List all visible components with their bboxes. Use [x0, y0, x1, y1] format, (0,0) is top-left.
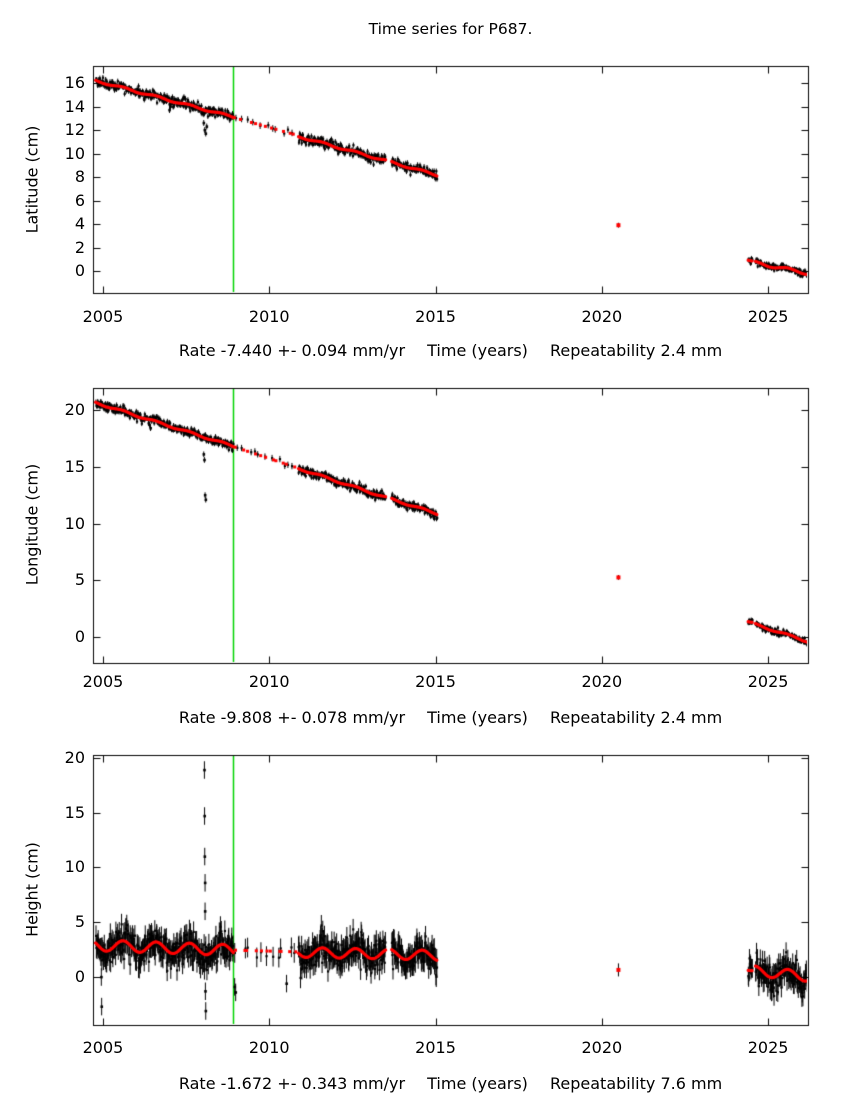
x-axis-label-longitude: Time (years) — [427, 708, 528, 727]
x-tick-label: 2005 — [82, 1038, 124, 1057]
caption-longitude: Rate -9.808 +- 0.078 mm/yr Time (years) … — [43, 708, 850, 727]
y-tick-label: 6 — [74, 190, 85, 210]
x-tick-label: 2020 — [581, 307, 623, 326]
y-tick-label: 0 — [74, 627, 85, 646]
x-axis-label-height: Time (years) — [427, 1074, 528, 1093]
x-axis-label-latitude: Time (years) — [427, 341, 528, 360]
y-tick-label: 20 — [64, 747, 85, 767]
x-tick-label: 2025 — [747, 307, 789, 326]
x-tick-label: 2020 — [581, 1038, 623, 1057]
y-tick-label: 15 — [64, 456, 85, 476]
y-tick-label: 2 — [74, 237, 85, 257]
rate-label-longitude: Rate -9.808 +- 0.078 mm/yr — [178, 708, 406, 727]
x-tick-label: 2005 — [82, 307, 124, 326]
y-tick-label: 10 — [64, 513, 85, 533]
caption-latitude: Rate -7.440 +- 0.094 mm/yr Time (years) … — [43, 341, 850, 360]
y-tick-label: 0 — [74, 261, 85, 281]
y-tick-label: 0 — [74, 967, 85, 987]
y-tick-label: 16 — [64, 73, 85, 93]
y-tick-label: 4 — [74, 214, 85, 234]
x-tick-label: 2015 — [415, 1038, 456, 1057]
x-tick-label: 2010 — [248, 1038, 290, 1057]
y-tick-label: 10 — [64, 857, 85, 877]
y-tick-label: 10 — [64, 143, 85, 163]
x-tick-label: 2010 — [248, 307, 290, 326]
y-tick-label: 5 — [74, 912, 85, 932]
x-tick-label: 2010 — [248, 672, 290, 691]
x-tick-label: 2005 — [82, 672, 124, 691]
y-tick-label: 15 — [64, 802, 85, 822]
repeatability-label-latitude: Repeatability 2.4 mm — [550, 341, 723, 360]
repeatability-label-longitude: Repeatability 2.4 mm — [550, 708, 723, 727]
x-tick-label: 2025 — [747, 1038, 789, 1057]
rate-label-height: Rate -1.672 +- 0.343 mm/yr — [178, 1074, 406, 1093]
x-tick-label: 2020 — [581, 672, 623, 691]
caption-height: Rate -1.672 +- 0.343 mm/yr Time (years) … — [43, 1074, 850, 1093]
y-tick-label: 14 — [64, 96, 85, 116]
x-tick-label: 2025 — [747, 672, 789, 691]
x-tick-label: 2015 — [415, 672, 456, 691]
x-tick-label: 2015 — [415, 307, 456, 326]
y-tick-label: 8 — [74, 167, 85, 187]
rate-label-latitude: Rate -7.440 +- 0.094 mm/yr — [178, 341, 406, 360]
y-tick-label: 12 — [64, 120, 85, 140]
repeatability-label-height: Repeatability 7.6 mm — [550, 1074, 723, 1093]
y-tick-label: 20 — [64, 400, 85, 420]
y-tick-label: 5 — [74, 570, 85, 590]
